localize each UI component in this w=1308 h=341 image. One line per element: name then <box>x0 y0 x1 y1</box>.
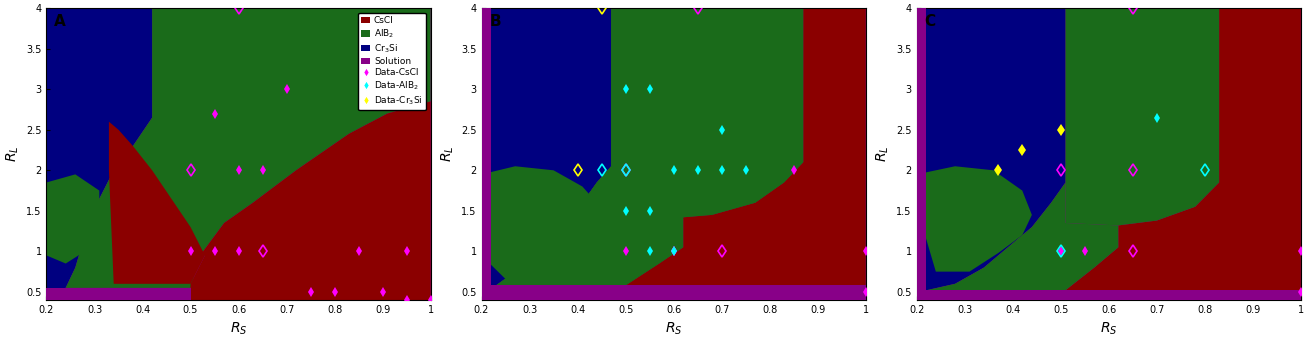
Polygon shape <box>47 288 65 300</box>
Polygon shape <box>926 182 1118 290</box>
Polygon shape <box>917 290 1300 300</box>
Polygon shape <box>481 166 596 284</box>
Y-axis label: $R_L$: $R_L$ <box>4 146 21 162</box>
Polygon shape <box>1066 8 1219 225</box>
Polygon shape <box>917 8 1066 290</box>
Legend: CsCl, AlB$_2$, Cr$_3$Si, Solution, Data-CsCl, Data-AlB$_2$, Data-Cr$_3$Si: CsCl, AlB$_2$, Cr$_3$Si, Solution, Data-… <box>357 13 426 110</box>
Polygon shape <box>611 8 803 217</box>
X-axis label: $R_S$: $R_S$ <box>230 321 247 337</box>
Polygon shape <box>496 166 683 285</box>
Polygon shape <box>65 8 430 288</box>
Polygon shape <box>47 174 99 264</box>
Polygon shape <box>496 8 803 285</box>
Polygon shape <box>109 122 205 284</box>
Polygon shape <box>917 8 926 300</box>
Polygon shape <box>47 288 191 300</box>
Polygon shape <box>917 166 1032 272</box>
Polygon shape <box>496 8 866 300</box>
Text: B: B <box>489 14 501 29</box>
Polygon shape <box>481 285 866 300</box>
Polygon shape <box>481 8 611 288</box>
X-axis label: $R_S$: $R_S$ <box>1100 321 1117 337</box>
Polygon shape <box>47 8 152 290</box>
Polygon shape <box>481 8 496 300</box>
Y-axis label: $R_L$: $R_L$ <box>874 146 891 162</box>
Polygon shape <box>926 8 1300 300</box>
Polygon shape <box>191 101 430 300</box>
Text: A: A <box>54 14 65 29</box>
X-axis label: $R_S$: $R_S$ <box>664 321 683 337</box>
Y-axis label: $R_L$: $R_L$ <box>439 146 455 162</box>
Text: C: C <box>925 14 935 29</box>
